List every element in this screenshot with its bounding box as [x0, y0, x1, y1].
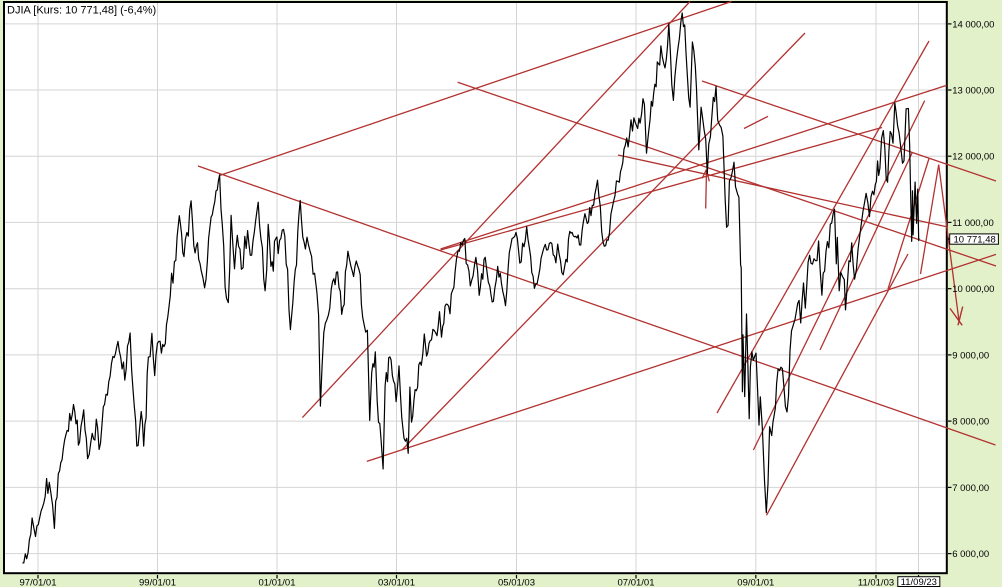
svg-text:13 000,00: 13 000,00 [952, 86, 994, 97]
svg-text:03/01/01: 03/01/01 [378, 578, 415, 587]
svg-text:6 000,00: 6 000,00 [952, 549, 989, 560]
svg-text:01/01/01: 01/01/01 [259, 578, 296, 587]
svg-text:11/09/23: 11/09/23 [901, 577, 937, 587]
svg-text:DJIA [Kurs: 10 771,48] (-6,4%): DJIA [Kurs: 10 771,48] (-6,4%) [7, 5, 156, 17]
svg-text:9 000,00: 9 000,00 [952, 350, 989, 361]
svg-text:10 000,00: 10 000,00 [952, 284, 994, 295]
svg-text:05/01/03: 05/01/03 [498, 578, 535, 587]
svg-text:7 000,00: 7 000,00 [952, 483, 989, 494]
svg-text:07/01/01: 07/01/01 [618, 578, 655, 587]
svg-text:12 000,00: 12 000,00 [952, 152, 994, 163]
svg-text:09/01/01: 09/01/01 [737, 578, 774, 587]
svg-text:14 000,00: 14 000,00 [952, 19, 994, 30]
svg-text:99/01/01: 99/01/01 [139, 578, 176, 587]
svg-text:8 000,00: 8 000,00 [952, 417, 989, 428]
svg-text:11/01/03: 11/01/03 [858, 578, 894, 587]
svg-text:97/01/01: 97/01/01 [20, 578, 57, 587]
svg-text:10 771,48: 10 771,48 [954, 234, 996, 245]
svg-text:11 000,00: 11 000,00 [952, 218, 994, 229]
